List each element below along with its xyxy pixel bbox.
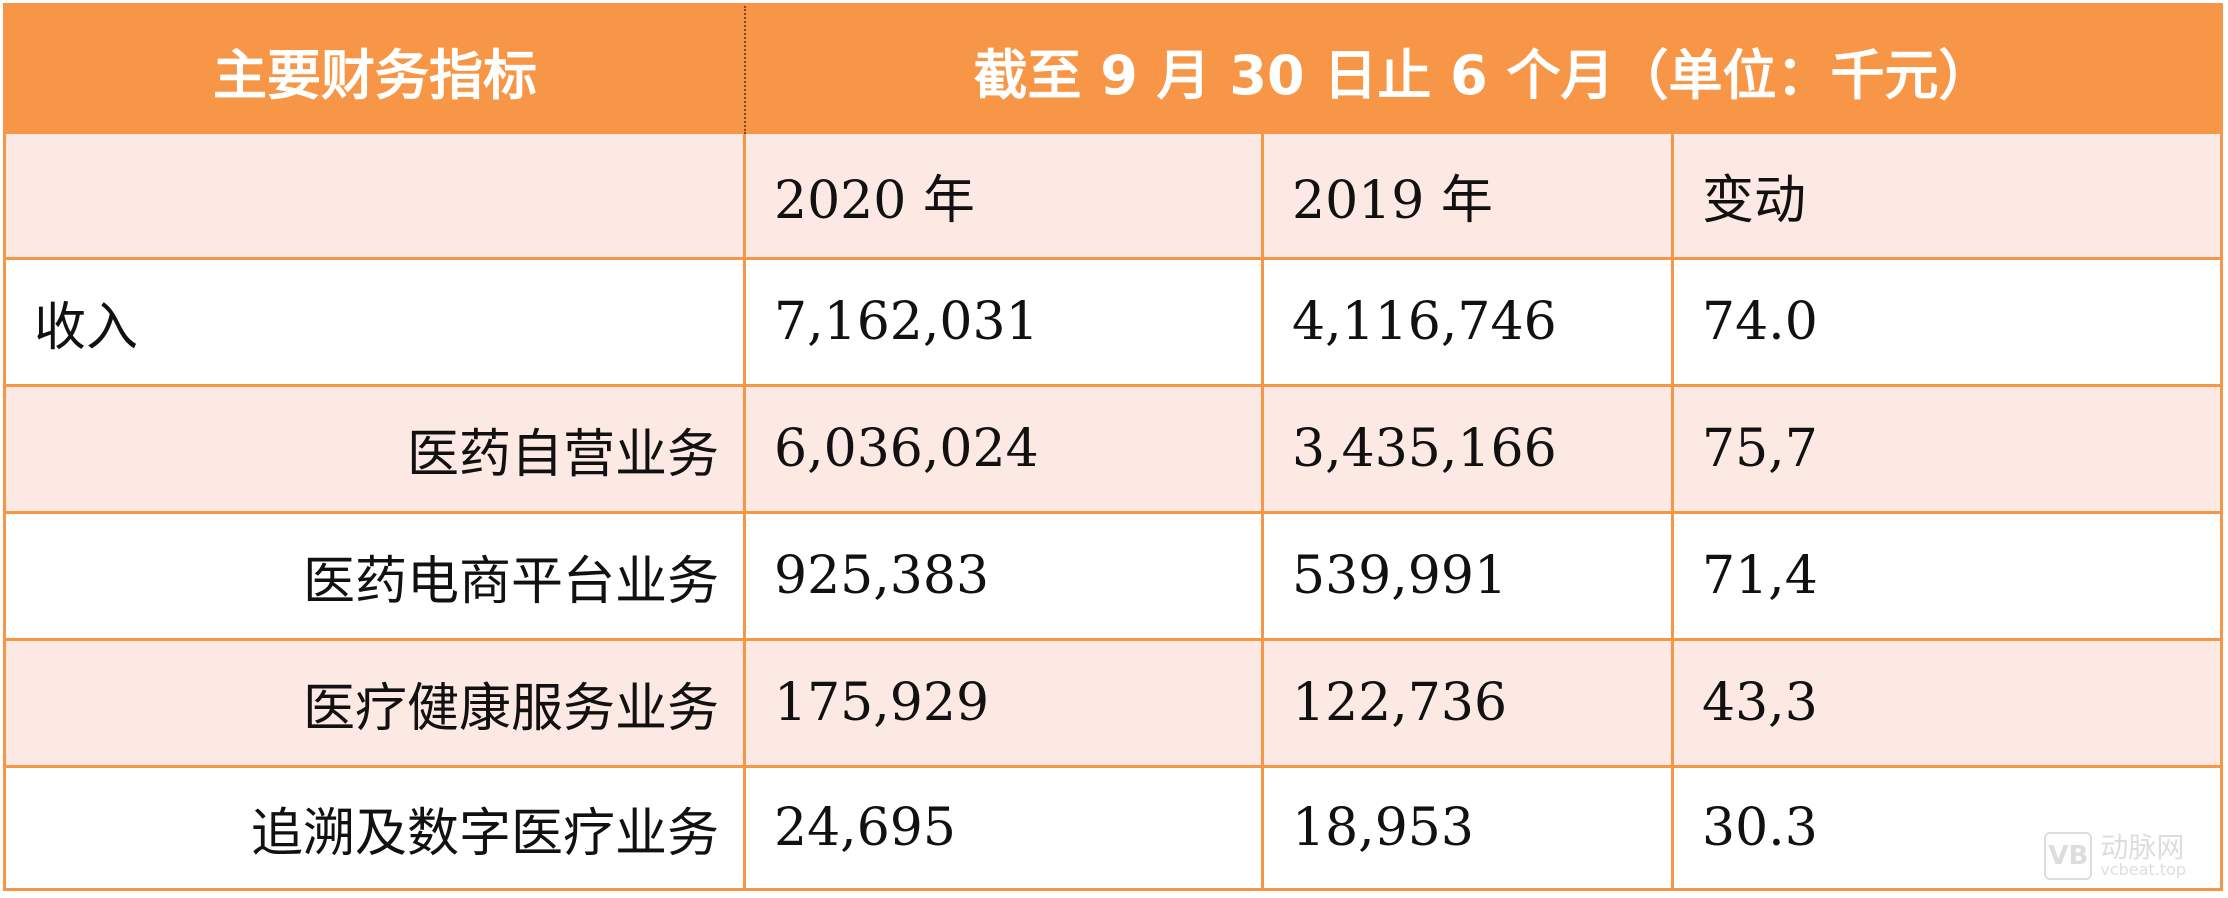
subheader-2019: 2019 年 [1264,134,1674,257]
row-value-2019: 3,435,166 [1264,387,1674,511]
row-value-2019: 122,736 [1264,641,1674,765]
table-row: 收入 7,162,031 4,116,746 74.0 [6,260,2220,387]
subheader-blank [6,134,746,257]
row-value-2019: 539,991 [1264,514,1674,638]
subheader-change: 变动 [1702,171,1807,231]
financial-table: 主要财务指标 截至 9 月 30 日止 6 个月（单位：千元） 2020 年 2… [3,3,2223,891]
watermark-name: 动脉网 [2100,831,2185,864]
row-change: 74.0 [1702,292,1818,352]
row-value-2019: 18,953 [1264,768,1674,888]
subheader-2020: 2020 年 [746,134,1264,257]
row-value-2020: 925,383 [746,514,1264,638]
table-row: 追溯及数字医疗业务 24,695 18,953 30.3 [6,768,2220,888]
watermark: VB 动脉网 vcbeat.top [2044,832,2186,880]
row-value-2020: 6,036,024 [746,387,1264,511]
watermark-text: 动脉网 vcbeat.top [2100,834,2186,878]
row-value-2020: 24,695 [746,768,1264,888]
header-indicator: 主要财务指标 [6,6,746,134]
row-label: 医药自营业务 [6,387,746,511]
row-label: 医疗健康服务业务 [6,641,746,765]
row-change: 43,3 [1702,673,1818,733]
table-header-row: 主要财务指标 截至 9 月 30 日止 6 个月（单位：千元） [6,6,2220,134]
row-label: 收入 [6,260,746,384]
table-row: 医药自营业务 6,036,024 3,435,166 75,7 [6,387,2220,514]
table-row: 医疗健康服务业务 175,929 122,736 43,3 [6,641,2220,768]
row-label: 医药电商平台业务 [6,514,746,638]
row-value-2020: 175,929 [746,641,1264,765]
row-change: 30.3 [1702,798,1818,858]
row-change: 75,7 [1702,419,1818,479]
row-value-2019: 4,116,746 [1264,260,1674,384]
row-value-2020: 7,162,031 [746,260,1264,384]
table-row: 医药电商平台业务 925,383 539,991 71,4 [6,514,2220,641]
watermark-url: vcbeat.top [2100,860,2186,879]
header-period: 截至 9 月 30 日止 6 个月（单位：千元） [973,43,1993,107]
vb-logo-icon: VB [2044,832,2093,880]
table-subheader-row: 2020 年 2019 年 变动 [6,134,2220,260]
row-label: 追溯及数字医疗业务 [6,768,746,888]
row-change: 71,4 [1702,546,1818,606]
